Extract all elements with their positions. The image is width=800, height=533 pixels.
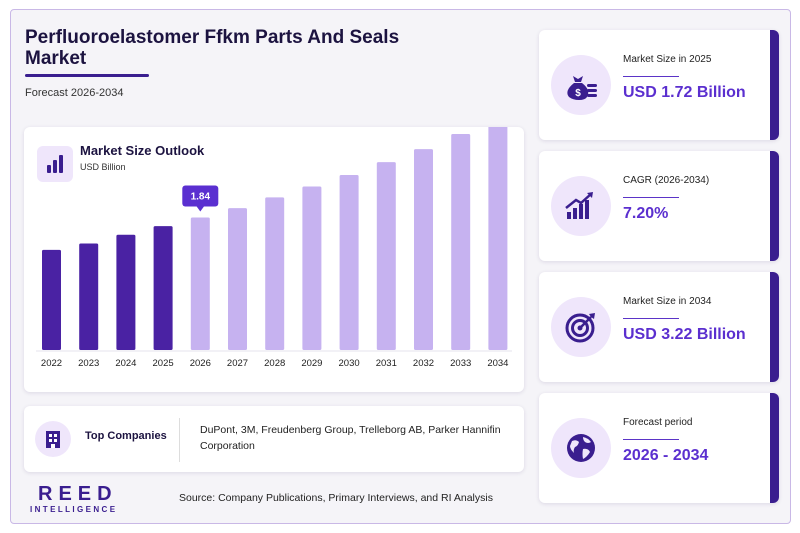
chart-title: Market Size Outlook xyxy=(80,143,205,158)
stat-value: 7.20% xyxy=(623,205,669,222)
x-tick-label: 2023 xyxy=(78,358,99,369)
card-edge xyxy=(770,393,779,503)
bar-2023 xyxy=(79,243,99,350)
top-companies-label: Top Companies xyxy=(85,430,167,442)
stat-underline xyxy=(623,197,679,198)
x-tick-label: 2026 xyxy=(190,358,211,369)
bar-2034 xyxy=(488,127,508,350)
source-note: Source: Company Publications, Primary In… xyxy=(179,492,493,504)
logo-reed: REED xyxy=(38,483,118,505)
stat-label: Market Size in 2025 xyxy=(623,54,712,65)
bar-2025 xyxy=(153,226,173,350)
svg-text:1.84: 1.84 xyxy=(191,192,211,203)
divider xyxy=(179,418,180,462)
svg-text:$: $ xyxy=(575,88,581,99)
target-icon xyxy=(551,297,611,357)
bar-2022 xyxy=(42,249,61,350)
bar-2027 xyxy=(228,208,247,350)
card-edge xyxy=(770,151,779,261)
stat-underline xyxy=(623,318,679,319)
x-tick-label: 2024 xyxy=(115,358,136,369)
x-tick-label: 2022 xyxy=(41,358,62,369)
globe-icon xyxy=(551,418,611,478)
chart-unit: USD Billion xyxy=(80,162,126,172)
stat-label: CAGR (2026-2034) xyxy=(623,175,710,186)
bar-chart-icon xyxy=(37,146,73,182)
bar-2030 xyxy=(339,175,359,350)
bar-2026 xyxy=(190,217,210,350)
stat-card-cagr: CAGR (2026-2034) 7.20% xyxy=(539,151,779,261)
bar-2029 xyxy=(302,186,322,350)
stat-card-forecast-period: Forecast period 2026 - 2034 xyxy=(539,393,779,503)
growth-chart-icon xyxy=(551,176,611,236)
data-label-2026: 1.84 xyxy=(182,185,219,212)
stat-value: USD 3.22 Billion xyxy=(623,326,746,343)
card-edge xyxy=(770,30,779,140)
bar-2032 xyxy=(414,149,433,350)
stat-card-market-size-2034: Market Size in 2034 USD 3.22 Billion xyxy=(539,272,779,382)
stat-card-market-size-2025: $ Market Size in 2025 USD 1.72 Billion xyxy=(539,30,779,140)
x-tick-label: 2028 xyxy=(264,358,285,369)
x-tick-label: 2031 xyxy=(376,358,397,369)
title-underline xyxy=(25,74,149,77)
x-tick-label: 2029 xyxy=(301,358,322,369)
chart-card: Market Size Outlook USD Billion 2022 2023… xyxy=(24,127,524,392)
x-tick-label: 2032 xyxy=(413,358,434,369)
stat-value: 2026 - 2034 xyxy=(623,447,709,464)
x-tick-label: 2033 xyxy=(450,358,471,369)
building-icon xyxy=(35,421,71,457)
money-bag-icon: $ xyxy=(551,55,611,115)
bar-2028 xyxy=(265,197,285,350)
page-subtitle: Forecast 2026-2034 xyxy=(25,87,124,99)
bar-chart: 2022 2023 2024 2025 2026 1.84 2027 2028 2029 2030… xyxy=(36,127,512,369)
x-tick-label: 2025 xyxy=(153,358,174,369)
stat-label: Market Size in 2034 xyxy=(623,296,712,307)
stat-underline xyxy=(623,439,679,440)
logo-intelligence: INTELLIGENCE xyxy=(30,505,118,514)
top-companies-card: Top Companies DuPont, 3M, Freudenberg Gr… xyxy=(24,406,524,472)
x-tick-label: 2034 xyxy=(487,358,508,369)
stat-underline xyxy=(623,76,679,77)
stat-value: USD 1.72 Billion xyxy=(623,84,746,101)
x-tick-label: 2027 xyxy=(227,358,248,369)
top-companies-list: DuPont, 3M, Freudenberg Group, Trellebor… xyxy=(200,424,501,452)
bar-2031 xyxy=(376,162,396,350)
stat-label: Forecast period xyxy=(623,417,693,428)
bar-2024 xyxy=(116,234,136,350)
bar-2033 xyxy=(451,134,471,350)
x-tick-label: 2030 xyxy=(339,358,360,369)
card-edge xyxy=(770,272,779,382)
page-title: Perfluoroelastomer Ffkm Parts And Seals … xyxy=(25,27,400,69)
